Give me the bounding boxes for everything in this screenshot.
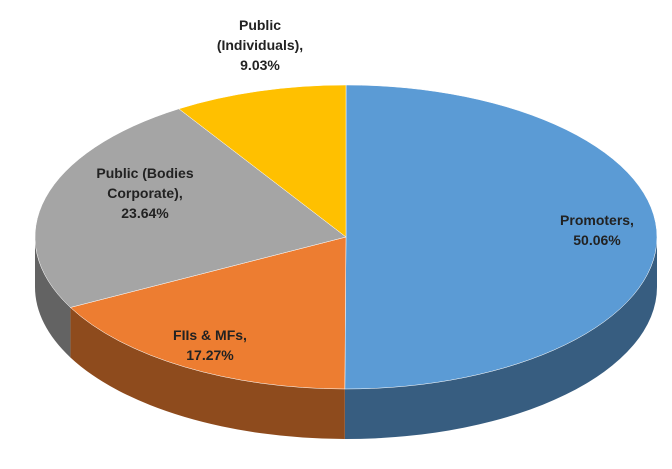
value-label: 9.03% xyxy=(240,57,280,73)
value-label: 17.27% xyxy=(186,347,234,363)
slice-side xyxy=(344,237,657,440)
value-label: 23.64% xyxy=(121,205,169,221)
data-label: Promoters, 50.06% xyxy=(532,210,662,250)
data-label: Public (Individuals), 9.03% xyxy=(205,15,315,75)
value-label: 50.06% xyxy=(573,232,621,248)
slice xyxy=(178,84,347,238)
slice-side xyxy=(35,237,71,358)
slice xyxy=(34,108,347,308)
category-label: Public (Individuals), xyxy=(216,17,304,53)
slice xyxy=(344,84,658,390)
slice xyxy=(69,236,347,390)
category-label: FIIs & MFs, xyxy=(173,327,247,343)
data-label: FIIs & MFs, 17.27% xyxy=(150,325,270,365)
data-label: Public (Bodies Corporate), 23.64% xyxy=(75,163,215,223)
category-label: Public (Bodies Corporate), xyxy=(96,165,194,201)
category-label: Promoters, xyxy=(560,212,634,228)
